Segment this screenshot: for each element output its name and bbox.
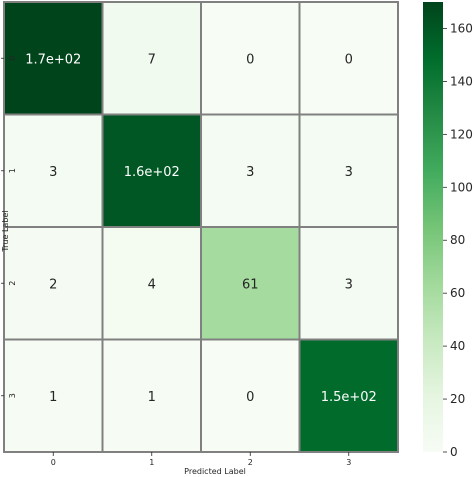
cell-value-label: 3	[246, 165, 254, 180]
colorbar-ticks: 0 20 40 60 80 100 120 140 160	[443, 21, 473, 459]
heatmap-cell	[298, 1, 399, 116]
x-tick-label: 1	[149, 458, 154, 467]
cell-value-label: 4	[148, 277, 156, 292]
cell-value-label: 2	[49, 277, 57, 292]
colorbar-tick-label: 60	[450, 286, 465, 300]
cell-value-label: 1	[49, 390, 57, 405]
cell-value-label: 1.7e+02	[25, 52, 81, 67]
heatmap-cell	[101, 1, 202, 116]
y-tick-label: 0	[8, 56, 17, 61]
y-tick-label: 3	[8, 393, 17, 398]
x-tick-label: 0	[51, 458, 56, 467]
colorbar-tick-label: 100	[450, 180, 473, 194]
colorbar-tick-label: 120	[450, 127, 473, 141]
colorbar-tick-label: 0	[450, 445, 458, 459]
heatmap-cell	[101, 338, 202, 453]
cell-value-label: 7	[148, 52, 156, 67]
x-axis: 0 1 2 3	[51, 452, 351, 467]
heatmap-cell	[101, 113, 202, 228]
cell-value-label: 1	[148, 390, 156, 405]
heatmap: 1.7e+02 7 0 03 1.6e+02 3 32 4 61 31 1 0 1.5e+02	[3, 1, 399, 453]
cell-value-label: 3	[49, 165, 57, 180]
cell-value-label: 0	[246, 52, 254, 67]
cell-value-label: 0	[345, 52, 353, 67]
colorbar: 0 20 40 60 80 100 120 140 160	[423, 2, 473, 459]
cell-value-label: 1.6e+02	[124, 165, 180, 180]
y-axis: 0 1 2 3	[1, 56, 17, 398]
cell-value-label: 1.5e+02	[321, 390, 377, 405]
y-axis-label: True Label	[1, 210, 10, 252]
heatmap-cell	[3, 1, 104, 116]
heatmap-cell	[200, 1, 301, 116]
cell-value-label: 61	[242, 277, 259, 292]
colorbar-gradient	[423, 2, 443, 452]
heatmap-cell	[298, 338, 399, 453]
cell-value-label: 0	[246, 390, 254, 405]
x-tick-label: 3	[346, 458, 351, 467]
heatmap-cell	[298, 113, 399, 228]
colorbar-tick-label: 140	[450, 74, 473, 88]
colorbar-tick-label: 160	[450, 21, 473, 35]
cell-value-label: 3	[345, 277, 353, 292]
colorbar-tick-label: 20	[450, 392, 465, 406]
y-tick-label: 1	[8, 168, 17, 173]
heatmap-cell	[101, 226, 202, 341]
y-tick-label: 2	[8, 281, 17, 286]
colorbar-tick-label: 40	[450, 339, 465, 353]
heatmap-cell	[298, 226, 399, 341]
colorbar-tick-label: 80	[450, 233, 465, 247]
cell-value-label: 3	[345, 165, 353, 180]
x-axis-label: Predicted Label	[184, 467, 246, 476]
x-tick-label: 2	[248, 458, 253, 467]
